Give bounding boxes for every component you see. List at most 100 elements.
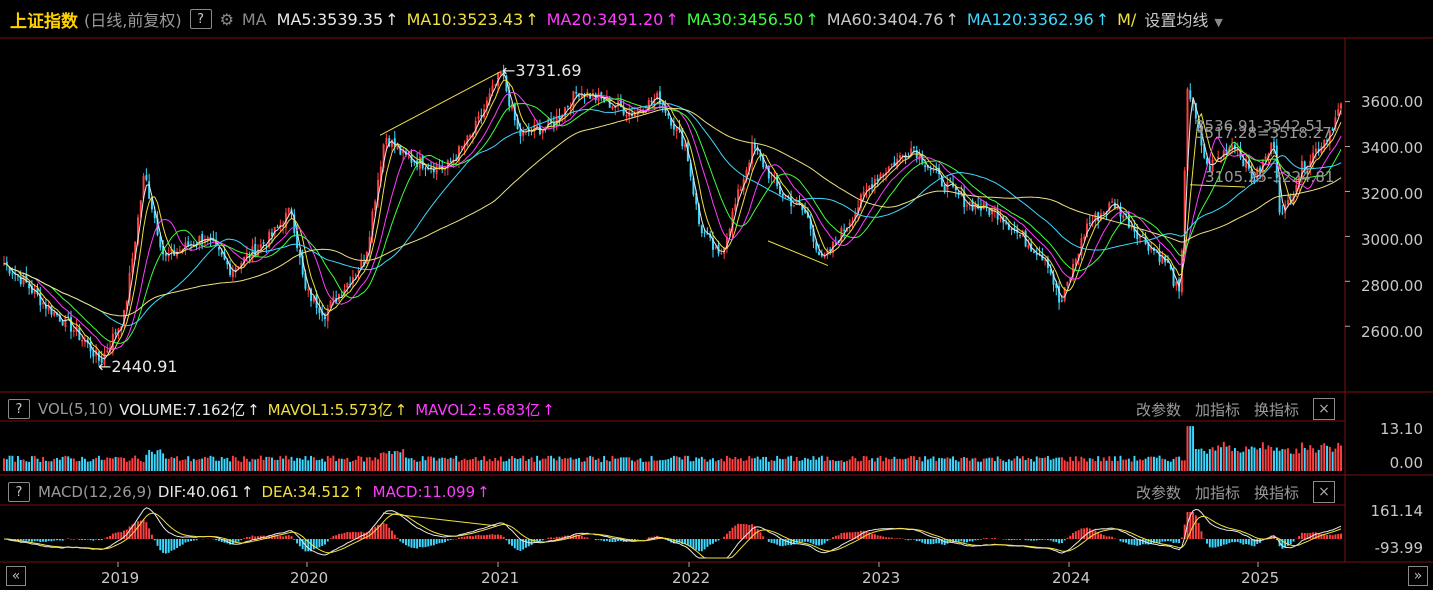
volume-bar [1203, 450, 1206, 471]
candle-body [815, 242, 818, 250]
macd-bar [318, 539, 321, 548]
macd-bar [698, 539, 700, 552]
volume-bar [709, 459, 712, 471]
volume-bar [776, 455, 779, 471]
volume-bar [407, 458, 410, 471]
candle-body [1019, 234, 1021, 236]
macd-bar [393, 534, 396, 539]
macd-bar [921, 539, 924, 543]
macd-bar [1111, 536, 1114, 539]
period-label: (日线,前复权) [84, 11, 182, 30]
candle-body [187, 241, 190, 247]
index-title[interactable]: 上证指数 [10, 11, 78, 32]
add-indicator-button[interactable]: 加指标 [1194, 400, 1240, 419]
close-icon[interactable]: × [1313, 398, 1335, 420]
macd-bar [954, 539, 957, 542]
macd-bar [178, 539, 181, 547]
close-icon[interactable]: × [1313, 481, 1335, 503]
macd-bar [636, 539, 639, 540]
macd-tick: 161.14 [1370, 502, 1424, 520]
macd-bar [460, 536, 463, 539]
volume-bar [1267, 445, 1270, 471]
help-icon[interactable]: ? [8, 482, 30, 502]
help-icon[interactable]: ? [8, 399, 30, 419]
macd-bar [946, 539, 949, 544]
volume-bar [444, 457, 446, 471]
chevron-down-icon: ▼ [1214, 16, 1223, 29]
candle-body [125, 301, 128, 310]
candle-body [633, 112, 636, 118]
macd-bar [1189, 512, 1192, 539]
volume-bar [1309, 445, 1312, 471]
candle-body [1122, 215, 1125, 219]
candle-body [1005, 222, 1008, 224]
volume-bar [234, 457, 237, 471]
volume-bar [201, 458, 204, 471]
macd-bar [1007, 539, 1010, 541]
macd-bar [1153, 539, 1155, 544]
volume-bar [882, 461, 885, 471]
volume-bar [231, 455, 234, 471]
help-icon[interactable]: ? [189, 9, 212, 29]
candle-body [30, 286, 33, 294]
volume-bar [474, 457, 477, 471]
candle-body [1077, 253, 1080, 261]
volume-bar [318, 459, 321, 471]
candle-body [985, 202, 988, 209]
volume-bar [854, 458, 857, 471]
candle-body [684, 144, 687, 148]
volume-bar [499, 456, 502, 471]
candle-body [237, 267, 240, 269]
candle-body [1150, 247, 1153, 250]
macd-bar [1063, 539, 1066, 541]
macd-bar [117, 532, 120, 539]
candle-body [1007, 223, 1010, 230]
candle-body [762, 157, 765, 168]
candle-body [1102, 212, 1105, 215]
macd-bar [1139, 539, 1142, 546]
volume-bar [251, 458, 254, 471]
candle-body [658, 91, 661, 104]
add-indicator-button[interactable]: 加指标 [1194, 483, 1240, 502]
macd-bar [932, 539, 935, 544]
edit-params-button[interactable]: 改参数 [1135, 483, 1181, 502]
macd-bar [33, 539, 36, 542]
volume-bar [404, 457, 407, 471]
gear-icon[interactable]: ⚙ [219, 9, 234, 29]
candle-body [469, 135, 472, 138]
candle-body [1200, 125, 1203, 146]
volume-bar [982, 458, 985, 471]
candle-body [410, 155, 413, 163]
macd-bar [575, 534, 578, 539]
volume-bar [555, 460, 558, 471]
edit-params-button[interactable]: 改参数 [1135, 400, 1181, 419]
volume-bar [519, 458, 522, 471]
macd-bar [790, 539, 793, 546]
candle-body [480, 115, 483, 117]
candle-body [360, 259, 363, 270]
volume-bar [176, 456, 179, 471]
volume-bar [840, 460, 843, 471]
volume-tick: 0.00 [1389, 454, 1423, 472]
volume-bar [952, 456, 954, 471]
volume-bar [834, 461, 837, 471]
ma-settings-dropdown[interactable]: 设置均线 ▼ [1144, 7, 1222, 31]
macd-bar [1328, 534, 1331, 539]
macd-bar [1052, 539, 1055, 542]
price-tick: 3200.00 [1360, 185, 1423, 203]
candle-body [293, 214, 296, 233]
scroll-right-button[interactable]: » [1408, 566, 1428, 586]
candle-body [667, 113, 670, 116]
ma120-line [3, 107, 1342, 317]
candle-body [728, 228, 731, 236]
macd-bar [1049, 539, 1052, 541]
volume-bar [899, 458, 901, 471]
candle-body [1086, 223, 1088, 238]
switch-indicator-button[interactable]: 换指标 [1253, 400, 1299, 419]
macd-bar [759, 532, 762, 539]
switch-indicator-button[interactable]: 换指标 [1253, 483, 1299, 502]
volume-bar [315, 460, 318, 471]
scroll-left-button[interactable]: « [6, 566, 26, 586]
